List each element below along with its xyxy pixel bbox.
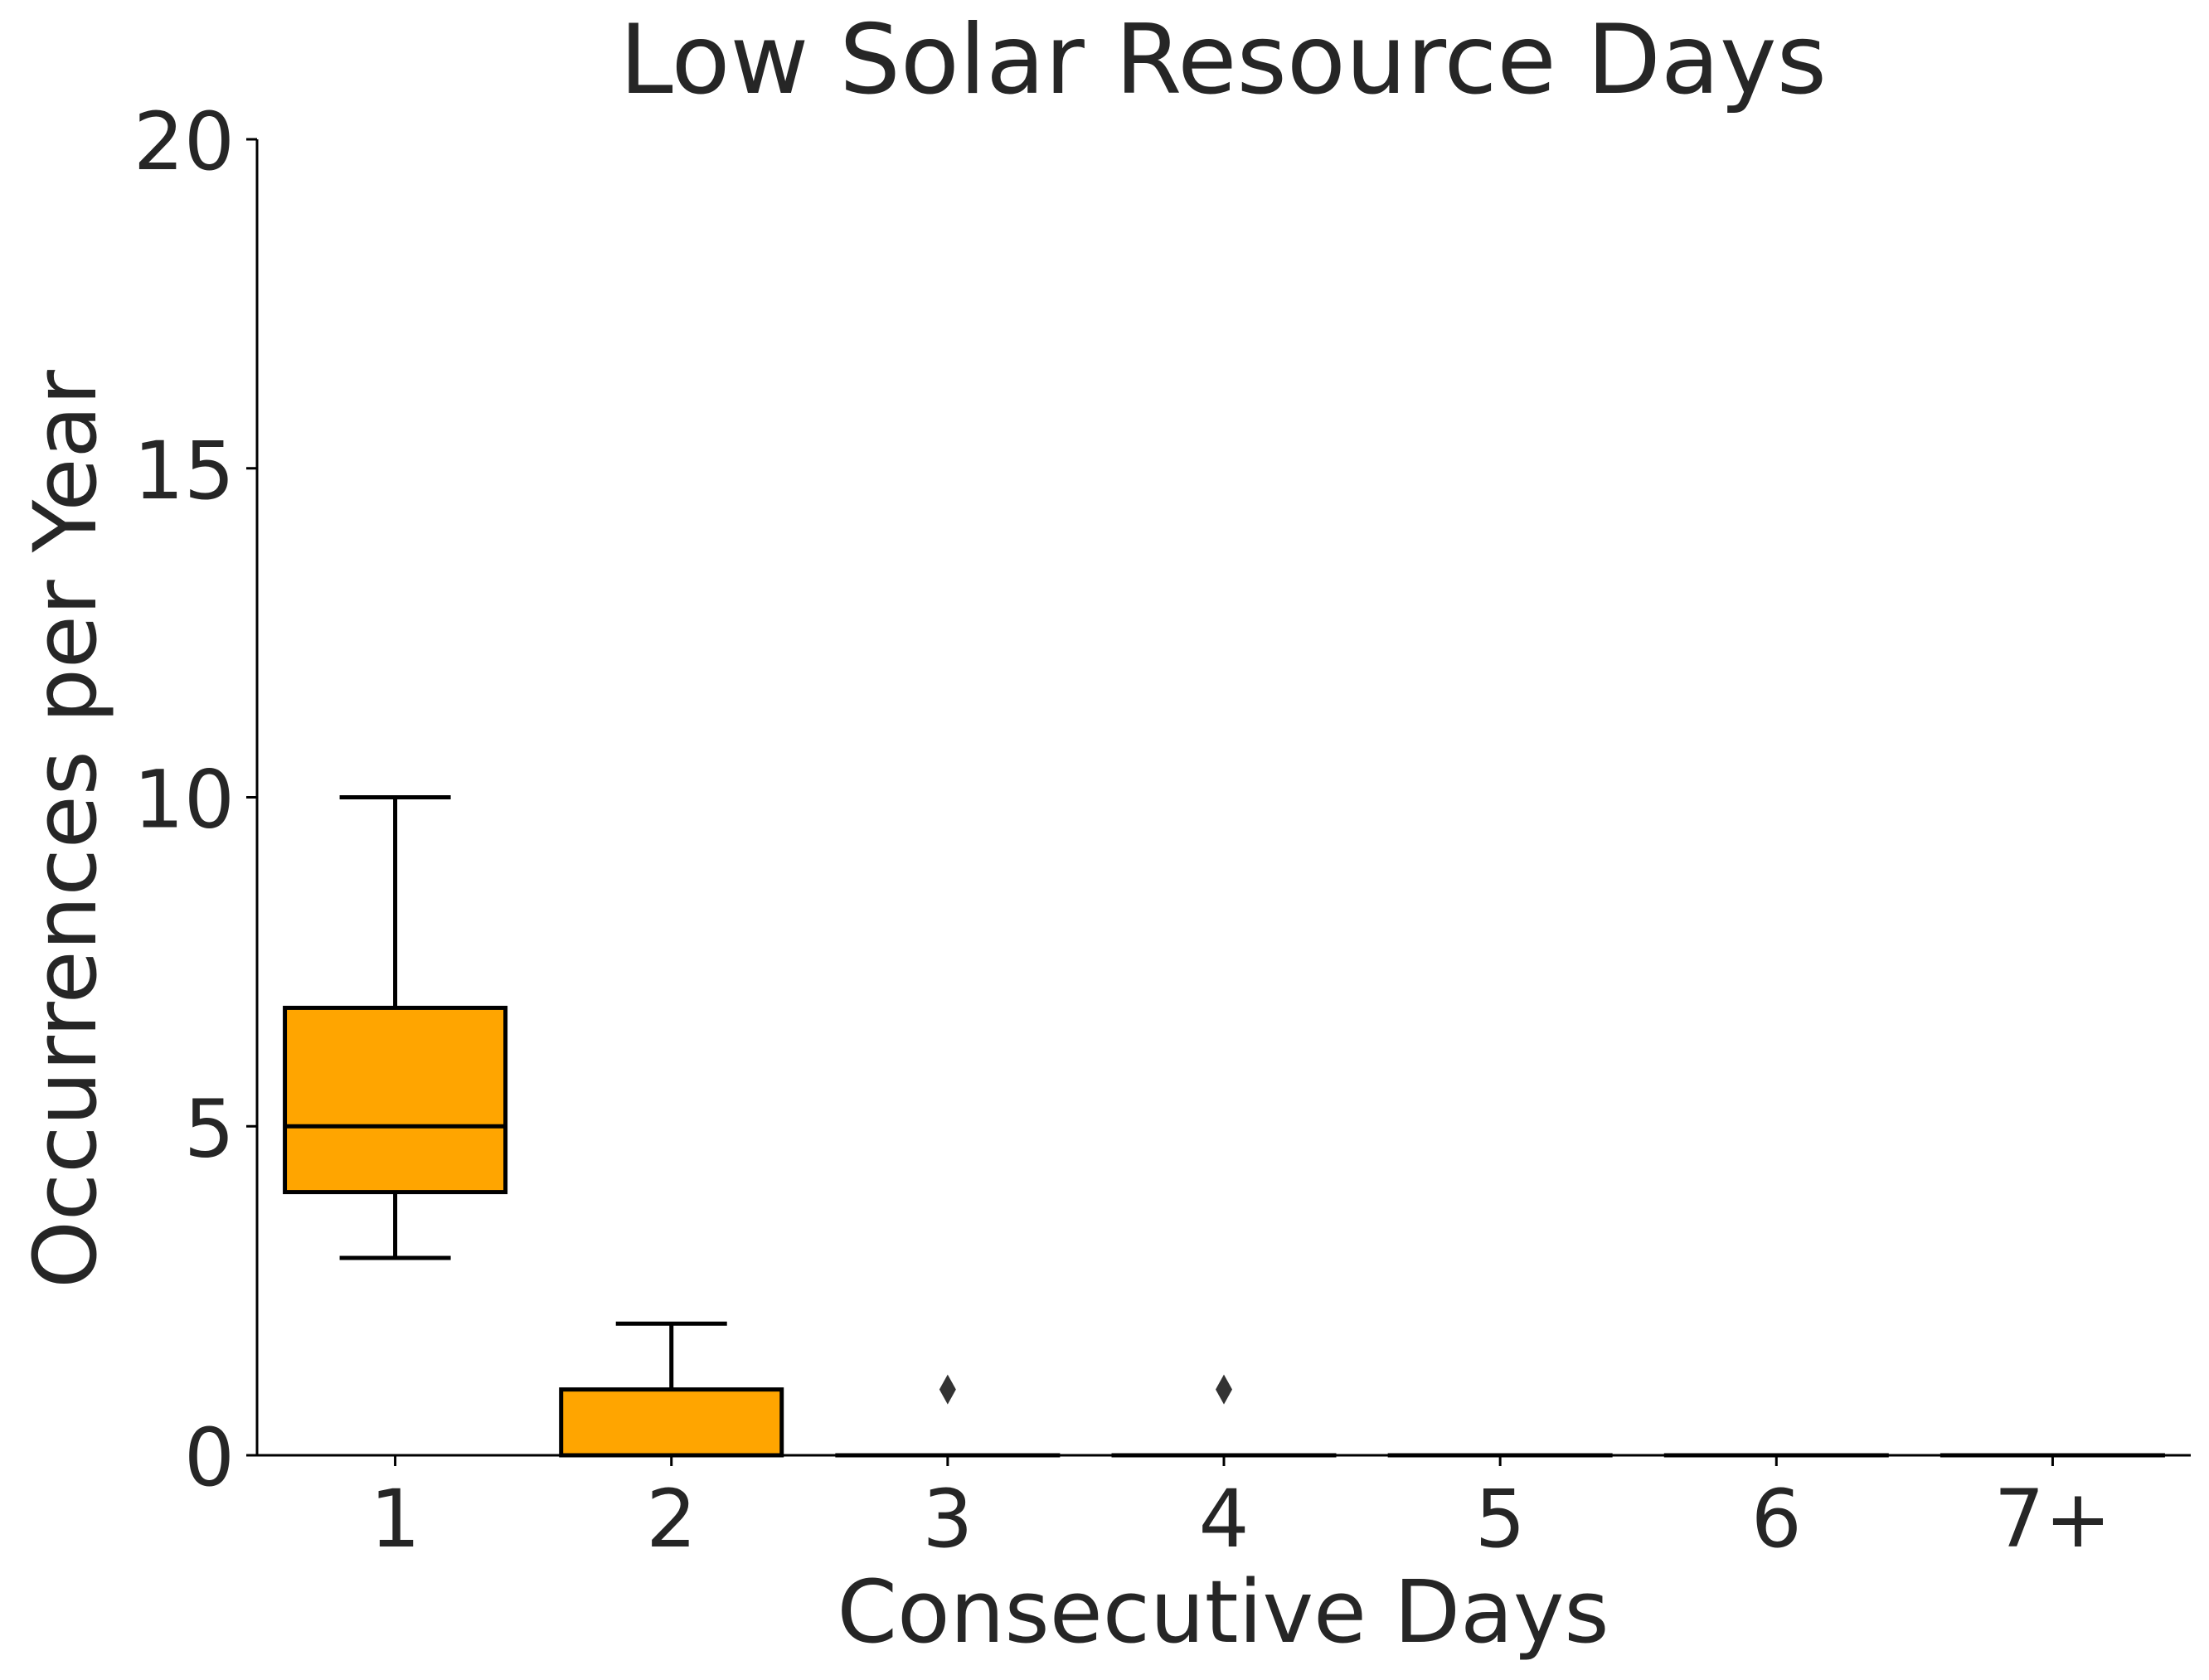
x-axis-label: Consecutive Days (837, 1561, 1609, 1663)
box-iqr (283, 1005, 508, 1195)
y-tick-label: 5 (184, 1082, 235, 1175)
chart-title: Low Solar Resource Days (619, 4, 1827, 116)
x-tick-label: 7+ (1994, 1473, 2112, 1566)
outlier-point (1216, 1374, 1232, 1405)
y-tick-label: 0 (184, 1411, 235, 1504)
x-tick-label: 2 (646, 1473, 697, 1566)
x-tick-label: 6 (1751, 1473, 1802, 1566)
x-tick-label: 3 (922, 1473, 973, 1566)
y-tick-label: 15 (134, 425, 235, 517)
outlier-point (939, 1374, 956, 1405)
x-tick-label: 4 (1198, 1473, 1249, 1566)
box-iqr (559, 1387, 784, 1458)
plot-area: 0 5 10 15 20 1 2 3 4 5 6 7+ (134, 95, 2191, 1566)
y-tick-label: 20 (134, 95, 235, 188)
y-axis-label: Occurrences per Year (15, 370, 116, 1289)
x-tick-label: 1 (370, 1473, 420, 1566)
y-tick-label: 10 (134, 754, 235, 847)
x-tick-label: 5 (1475, 1473, 1526, 1566)
